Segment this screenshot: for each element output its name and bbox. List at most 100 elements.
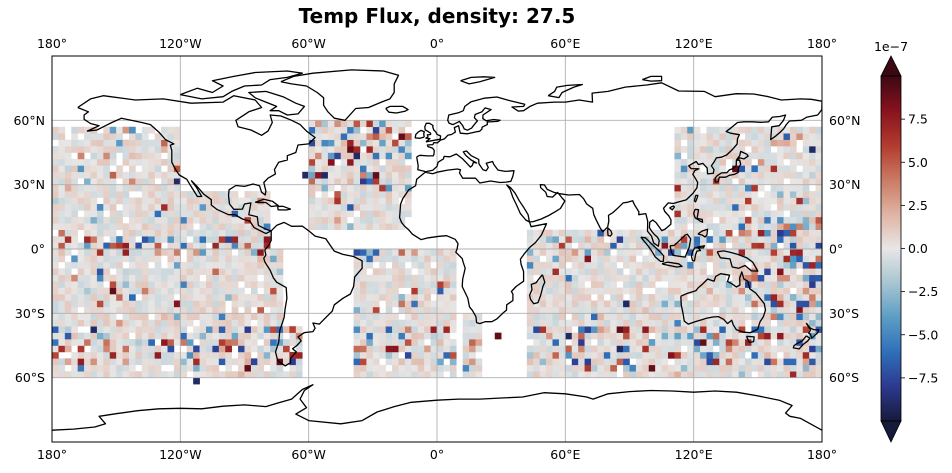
heatmap-cell — [764, 281, 771, 288]
heatmap-cell — [629, 326, 637, 333]
heatmap-cell — [764, 261, 771, 269]
heatmap-cell — [404, 120, 412, 128]
heatmap-cell — [270, 249, 277, 256]
heatmap-cell — [270, 332, 277, 340]
heatmap-cell — [533, 242, 540, 250]
heatmap-cell — [135, 287, 143, 295]
heatmap-cell — [443, 294, 451, 301]
heatmap-cell — [84, 364, 91, 372]
heatmap-cell — [385, 306, 393, 314]
heatmap-cell — [706, 281, 714, 288]
heatmap-cell — [815, 249, 822, 256]
heatmap-cell — [404, 319, 412, 327]
heatmap-cell — [449, 364, 457, 372]
heatmap-cell — [270, 287, 277, 295]
heatmap-cell — [539, 268, 547, 276]
heatmap-cell — [244, 294, 252, 301]
heatmap-cell — [629, 345, 637, 353]
heatmap-cell — [700, 223, 707, 230]
heatmap-cell — [616, 332, 624, 340]
heatmap-cell — [757, 229, 765, 237]
heatmap-cell — [770, 152, 778, 160]
heatmap-cell — [154, 281, 162, 288]
heatmap-cell — [84, 268, 91, 276]
coastline — [180, 70, 303, 100]
heatmap-cell — [661, 313, 669, 321]
heatmap-cell — [725, 294, 733, 301]
heatmap-cell — [392, 158, 399, 166]
heatmap-cell — [263, 351, 271, 359]
heatmap-cell — [116, 146, 123, 153]
heatmap-cell — [725, 332, 733, 340]
heatmap-cell — [218, 191, 226, 198]
heatmap-cell — [212, 294, 220, 301]
heatmap-cell — [668, 294, 675, 301]
heatmap-cell — [424, 255, 431, 263]
heatmap-cell — [764, 152, 771, 160]
heatmap-cell — [135, 326, 143, 333]
heatmap-cell — [674, 197, 682, 205]
heatmap-cell — [103, 319, 111, 327]
heatmap-cell — [103, 171, 111, 179]
heatmap-cell — [186, 300, 194, 308]
heatmap-cell — [366, 223, 374, 230]
heatmap-cell — [687, 146, 694, 153]
heatmap-cell — [809, 203, 816, 211]
heatmap-cell — [610, 326, 617, 333]
heatmap-cell — [783, 242, 791, 250]
heatmap-cell — [173, 203, 181, 211]
heatmap-cell — [360, 345, 367, 353]
heatmap-cell — [809, 281, 816, 288]
heatmap-cell — [732, 281, 739, 288]
heatmap-cell — [404, 184, 412, 192]
heatmap-cell — [603, 351, 611, 359]
heatmap-cell — [802, 171, 810, 179]
heatmap-cell — [732, 210, 739, 218]
heatmap-cell — [424, 300, 431, 308]
heatmap-cell — [379, 326, 386, 333]
heatmap-cell — [687, 197, 694, 205]
heatmap-cell — [770, 345, 778, 353]
heatmap-cell — [360, 133, 367, 140]
heatmap-cell — [103, 203, 111, 211]
heatmap-cell — [90, 216, 98, 224]
heatmap-cell — [148, 255, 155, 263]
heatmap-cell — [571, 306, 579, 314]
heatmap-cell — [700, 364, 707, 372]
heatmap-cell — [64, 332, 72, 340]
heatmap-cell — [167, 165, 175, 173]
heatmap-cell — [571, 268, 579, 276]
heatmap-cell — [360, 223, 367, 230]
heatmap-cell — [610, 242, 617, 250]
heatmap-cell — [257, 203, 265, 211]
heatmap-cell — [103, 358, 111, 366]
heatmap-cell — [84, 358, 91, 366]
heatmap-cell — [218, 242, 226, 250]
heatmap-cell — [77, 165, 85, 173]
heatmap-cell — [52, 313, 59, 321]
heatmap-cell — [796, 281, 804, 288]
heatmap-cell — [347, 210, 354, 218]
heatmap-cell — [321, 165, 329, 173]
heatmap-cell — [430, 345, 438, 353]
heatmap-cell — [770, 300, 778, 308]
coastline — [424, 122, 442, 143]
heatmap-cell — [796, 171, 804, 179]
heatmap-cell — [802, 255, 810, 263]
heatmap-cell — [430, 313, 438, 321]
heatmap-cell — [206, 255, 213, 263]
heatmap-cell — [700, 261, 707, 269]
heatmap-cell — [661, 364, 669, 372]
heatmap-cell — [629, 261, 637, 269]
heatmap-cell — [449, 261, 457, 269]
heatmap-cell — [225, 268, 232, 276]
heatmap-cell — [250, 229, 258, 237]
heatmap-cell — [225, 210, 232, 218]
heatmap-cell — [334, 165, 342, 173]
heatmap-cell — [732, 146, 739, 153]
heatmap-cell — [815, 191, 822, 198]
heatmap-cell — [558, 268, 566, 276]
heatmap-cell — [751, 249, 759, 256]
heatmap-cell — [308, 120, 316, 128]
heatmap-cell — [783, 197, 791, 205]
